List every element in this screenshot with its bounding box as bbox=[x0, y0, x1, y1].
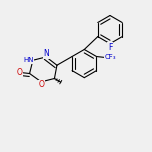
Text: O: O bbox=[16, 68, 22, 77]
Text: HN: HN bbox=[23, 57, 34, 63]
Text: CF₃: CF₃ bbox=[105, 54, 116, 60]
Text: F: F bbox=[108, 43, 112, 52]
Text: O: O bbox=[38, 80, 44, 89]
Text: N: N bbox=[43, 49, 49, 59]
